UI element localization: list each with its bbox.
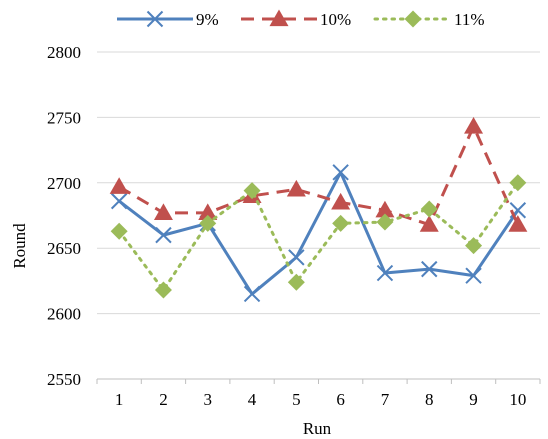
data-point	[465, 267, 482, 284]
series-2	[110, 174, 527, 299]
x-tick-label: 9	[469, 390, 478, 409]
y-axis-title: Round	[10, 223, 29, 269]
series-1	[109, 117, 528, 232]
y-tick-label: 2800	[47, 43, 81, 62]
y-tick-label: 2750	[47, 108, 81, 127]
series-line	[118, 170, 520, 296]
y-tick-label: 2700	[47, 174, 81, 193]
data-point	[109, 177, 129, 194]
data-point	[110, 192, 128, 210]
x-tick-labels: 1 2 3 4 5 6 7 8 9 10	[115, 390, 526, 409]
data-point	[286, 179, 306, 197]
x-tick-label: 10	[509, 390, 526, 409]
legend-item-0: 9%	[117, 10, 219, 29]
series-line	[118, 125, 520, 227]
y-tick-label: 2550	[47, 370, 81, 389]
legend-item-2: 11%	[373, 10, 485, 29]
data-point	[110, 222, 128, 240]
y-tick-labels: 2550 2600 2650 2700 2750 2800	[47, 43, 81, 389]
legend-label: 10%	[320, 10, 351, 29]
data-point	[198, 203, 218, 221]
data-point	[332, 164, 349, 181]
x-tick-label: 2	[159, 390, 168, 409]
x-tick-label: 1	[115, 390, 124, 409]
data-point	[376, 264, 394, 282]
data-point	[465, 237, 483, 255]
legend-marker	[269, 9, 289, 27]
series-line	[117, 181, 520, 292]
data-point	[464, 117, 484, 134]
data-point	[332, 214, 350, 232]
data-point	[287, 273, 305, 291]
y-tick-label: 2650	[47, 239, 81, 258]
data-point	[155, 226, 172, 244]
data-point	[419, 215, 439, 232]
legend-marker	[404, 10, 422, 28]
x-tick-label: 6	[336, 390, 345, 409]
data-point	[154, 281, 172, 299]
legend-label: 9%	[196, 10, 219, 29]
series-lines	[109, 117, 528, 303]
data-point	[199, 214, 217, 232]
x-tick-label: 3	[204, 390, 213, 409]
x-tick-label: 5	[292, 390, 301, 409]
y-tick-label: 2600	[47, 305, 81, 324]
x-tick-label: 4	[248, 390, 257, 409]
x-axis-title: Run	[303, 419, 332, 438]
series-0	[110, 164, 527, 303]
data-point	[243, 285, 261, 303]
data-point	[288, 249, 305, 266]
legend: 9% 10% 11%	[117, 9, 485, 29]
data-point	[508, 215, 528, 232]
data-point	[421, 260, 438, 278]
data-point	[153, 203, 173, 221]
data-point	[509, 174, 527, 192]
data-point	[331, 192, 351, 210]
data-point	[420, 200, 438, 218]
gridlines	[97, 51, 540, 315]
data-point	[243, 182, 261, 200]
x-tick-label: 7	[381, 390, 390, 409]
data-point	[375, 200, 395, 218]
legend-label: 11%	[454, 10, 485, 29]
data-point	[376, 213, 394, 231]
axes	[96, 378, 541, 384]
x-tick-label: 8	[425, 390, 434, 409]
legend-marker	[146, 10, 164, 28]
legend-item-1: 10%	[241, 9, 351, 29]
